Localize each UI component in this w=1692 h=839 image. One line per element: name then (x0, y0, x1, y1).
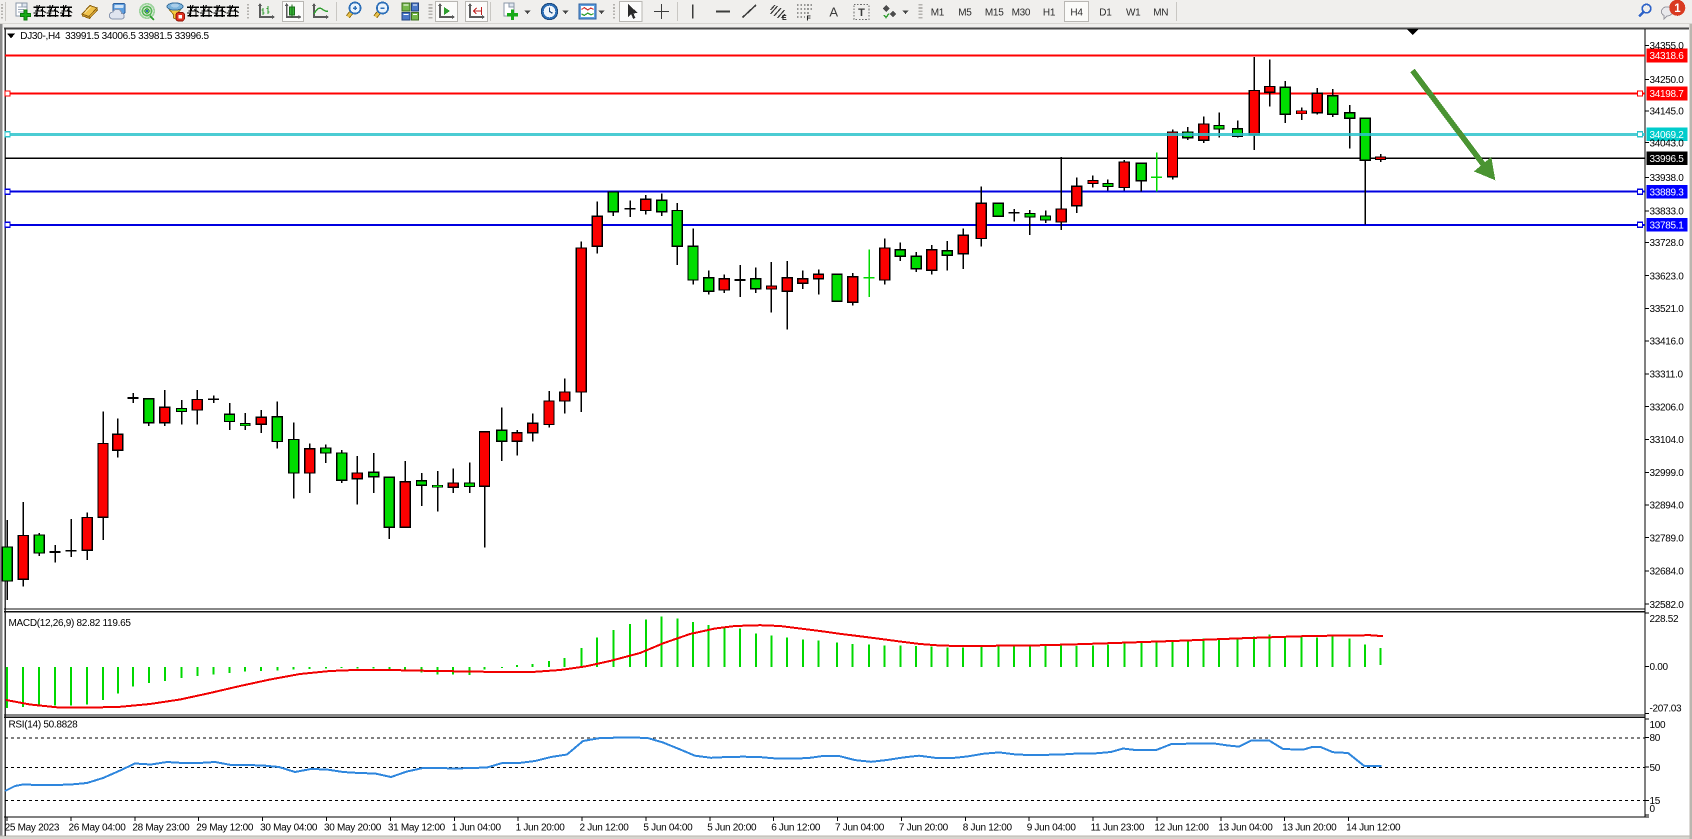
svg-text:F: F (807, 16, 812, 23)
svg-text:7 Jun 04:00: 7 Jun 04:00 (835, 823, 885, 834)
svg-text:15: 15 (1650, 796, 1661, 807)
svg-text:32789.0: 32789.0 (1650, 533, 1685, 544)
svg-text:RSI(14) 50.8828: RSI(14) 50.8828 (9, 720, 79, 731)
svg-text:34043.0: 34043.0 (1650, 138, 1685, 149)
svg-text:13 Jun 04:00: 13 Jun 04:00 (1218, 823, 1273, 834)
svg-text:33938.0: 33938.0 (1650, 173, 1685, 184)
svg-text:MN: MN (1153, 7, 1168, 18)
svg-text:32684.0: 32684.0 (1650, 566, 1685, 577)
svg-text:0: 0 (1650, 804, 1656, 815)
svg-text:8 Jun 12:00: 8 Jun 12:00 (963, 823, 1013, 834)
svg-text:100: 100 (1650, 720, 1667, 731)
svg-text:A: A (829, 5, 838, 20)
svg-text:25 May 2023: 25 May 2023 (5, 823, 60, 834)
svg-text:228.52: 228.52 (1650, 614, 1680, 625)
svg-text:0.00: 0.00 (1650, 662, 1669, 673)
svg-text:33416.0: 33416.0 (1650, 337, 1685, 348)
svg-text:T: T (858, 7, 865, 19)
svg-text:33996.5: 33996.5 (1650, 154, 1685, 165)
svg-text:33206.0: 33206.0 (1650, 402, 1685, 413)
svg-text:32894.0: 32894.0 (1650, 501, 1685, 512)
svg-text:33785.1: 33785.1 (1650, 220, 1685, 231)
svg-text:30 May 04:00: 30 May 04:00 (260, 823, 318, 834)
svg-text:H4: H4 (1070, 7, 1083, 18)
svg-text:34145.0: 34145.0 (1650, 107, 1685, 118)
svg-text:MACD(12,26,9) 82.82 119.65: MACD(12,26,9) 82.82 119.65 (9, 618, 132, 629)
svg-text:34355.0: 34355.0 (1650, 41, 1685, 52)
svg-text:34250.0: 34250.0 (1650, 75, 1685, 86)
svg-text:7 Jun 20:00: 7 Jun 20:00 (899, 823, 949, 834)
svg-text:32999.0: 32999.0 (1650, 468, 1685, 479)
svg-text:6 Jun 12:00: 6 Jun 12:00 (771, 823, 821, 834)
svg-text:33104.0: 33104.0 (1650, 435, 1685, 446)
svg-text:9 Jun 04:00: 9 Jun 04:00 (1027, 823, 1077, 834)
svg-text:34318.6: 34318.6 (1650, 51, 1685, 62)
svg-text:H1: H1 (1043, 7, 1056, 18)
svg-text:2 Jun 12:00: 2 Jun 12:00 (580, 823, 630, 834)
svg-text:1 Jun 04:00: 1 Jun 04:00 (452, 823, 502, 834)
svg-text:1 Jun 20:00: 1 Jun 20:00 (516, 823, 566, 834)
svg-text:33889.3: 33889.3 (1650, 187, 1685, 198)
svg-text:80: 80 (1650, 733, 1661, 744)
svg-text:33521.0: 33521.0 (1650, 304, 1685, 315)
svg-text:DJ30-,H4 33991.5 34006.5 3398: DJ30-,H4 33991.5 34006.5 33981.5 33996.5 (20, 31, 209, 42)
svg-text:1: 1 (1674, 3, 1681, 15)
svg-text:28 May 23:00: 28 May 23:00 (132, 823, 190, 834)
svg-text:E: E (782, 15, 787, 22)
svg-text:29 May 12:00: 29 May 12:00 (196, 823, 254, 834)
svg-text:33728.0: 33728.0 (1650, 238, 1685, 249)
svg-text:34069.2: 34069.2 (1650, 130, 1685, 141)
svg-text:50: 50 (1650, 763, 1661, 774)
svg-text:31 May 12:00: 31 May 12:00 (388, 823, 446, 834)
svg-text:26 May 04:00: 26 May 04:00 (69, 823, 127, 834)
svg-text:-207.03: -207.03 (1650, 704, 1683, 715)
svg-text:5 Jun 20:00: 5 Jun 20:00 (707, 823, 757, 834)
svg-text:33311.0: 33311.0 (1650, 370, 1684, 381)
svg-text:M30: M30 (1012, 7, 1031, 18)
svg-text:W1: W1 (1126, 7, 1141, 18)
svg-text:D1: D1 (1099, 7, 1112, 18)
svg-text:M5: M5 (958, 7, 972, 18)
svg-text:5 Jun 04:00: 5 Jun 04:00 (643, 823, 693, 834)
svg-text:30 May 20:00: 30 May 20:00 (324, 823, 382, 834)
svg-text:33833.0: 33833.0 (1650, 207, 1685, 218)
svg-text:14 Jun 12:00: 14 Jun 12:00 (1346, 823, 1401, 834)
svg-text:M15: M15 (985, 7, 1004, 18)
svg-text:33623.0: 33623.0 (1650, 271, 1685, 282)
svg-text:12 Jun 12:00: 12 Jun 12:00 (1154, 823, 1209, 834)
svg-text:32582.0: 32582.0 (1650, 600, 1685, 611)
svg-text:13 Jun 20:00: 13 Jun 20:00 (1282, 823, 1337, 834)
svg-text:11 Jun 23:00: 11 Jun 23:00 (1091, 823, 1145, 834)
svg-text:M1: M1 (931, 7, 945, 18)
svg-text:34198.7: 34198.7 (1650, 89, 1685, 100)
